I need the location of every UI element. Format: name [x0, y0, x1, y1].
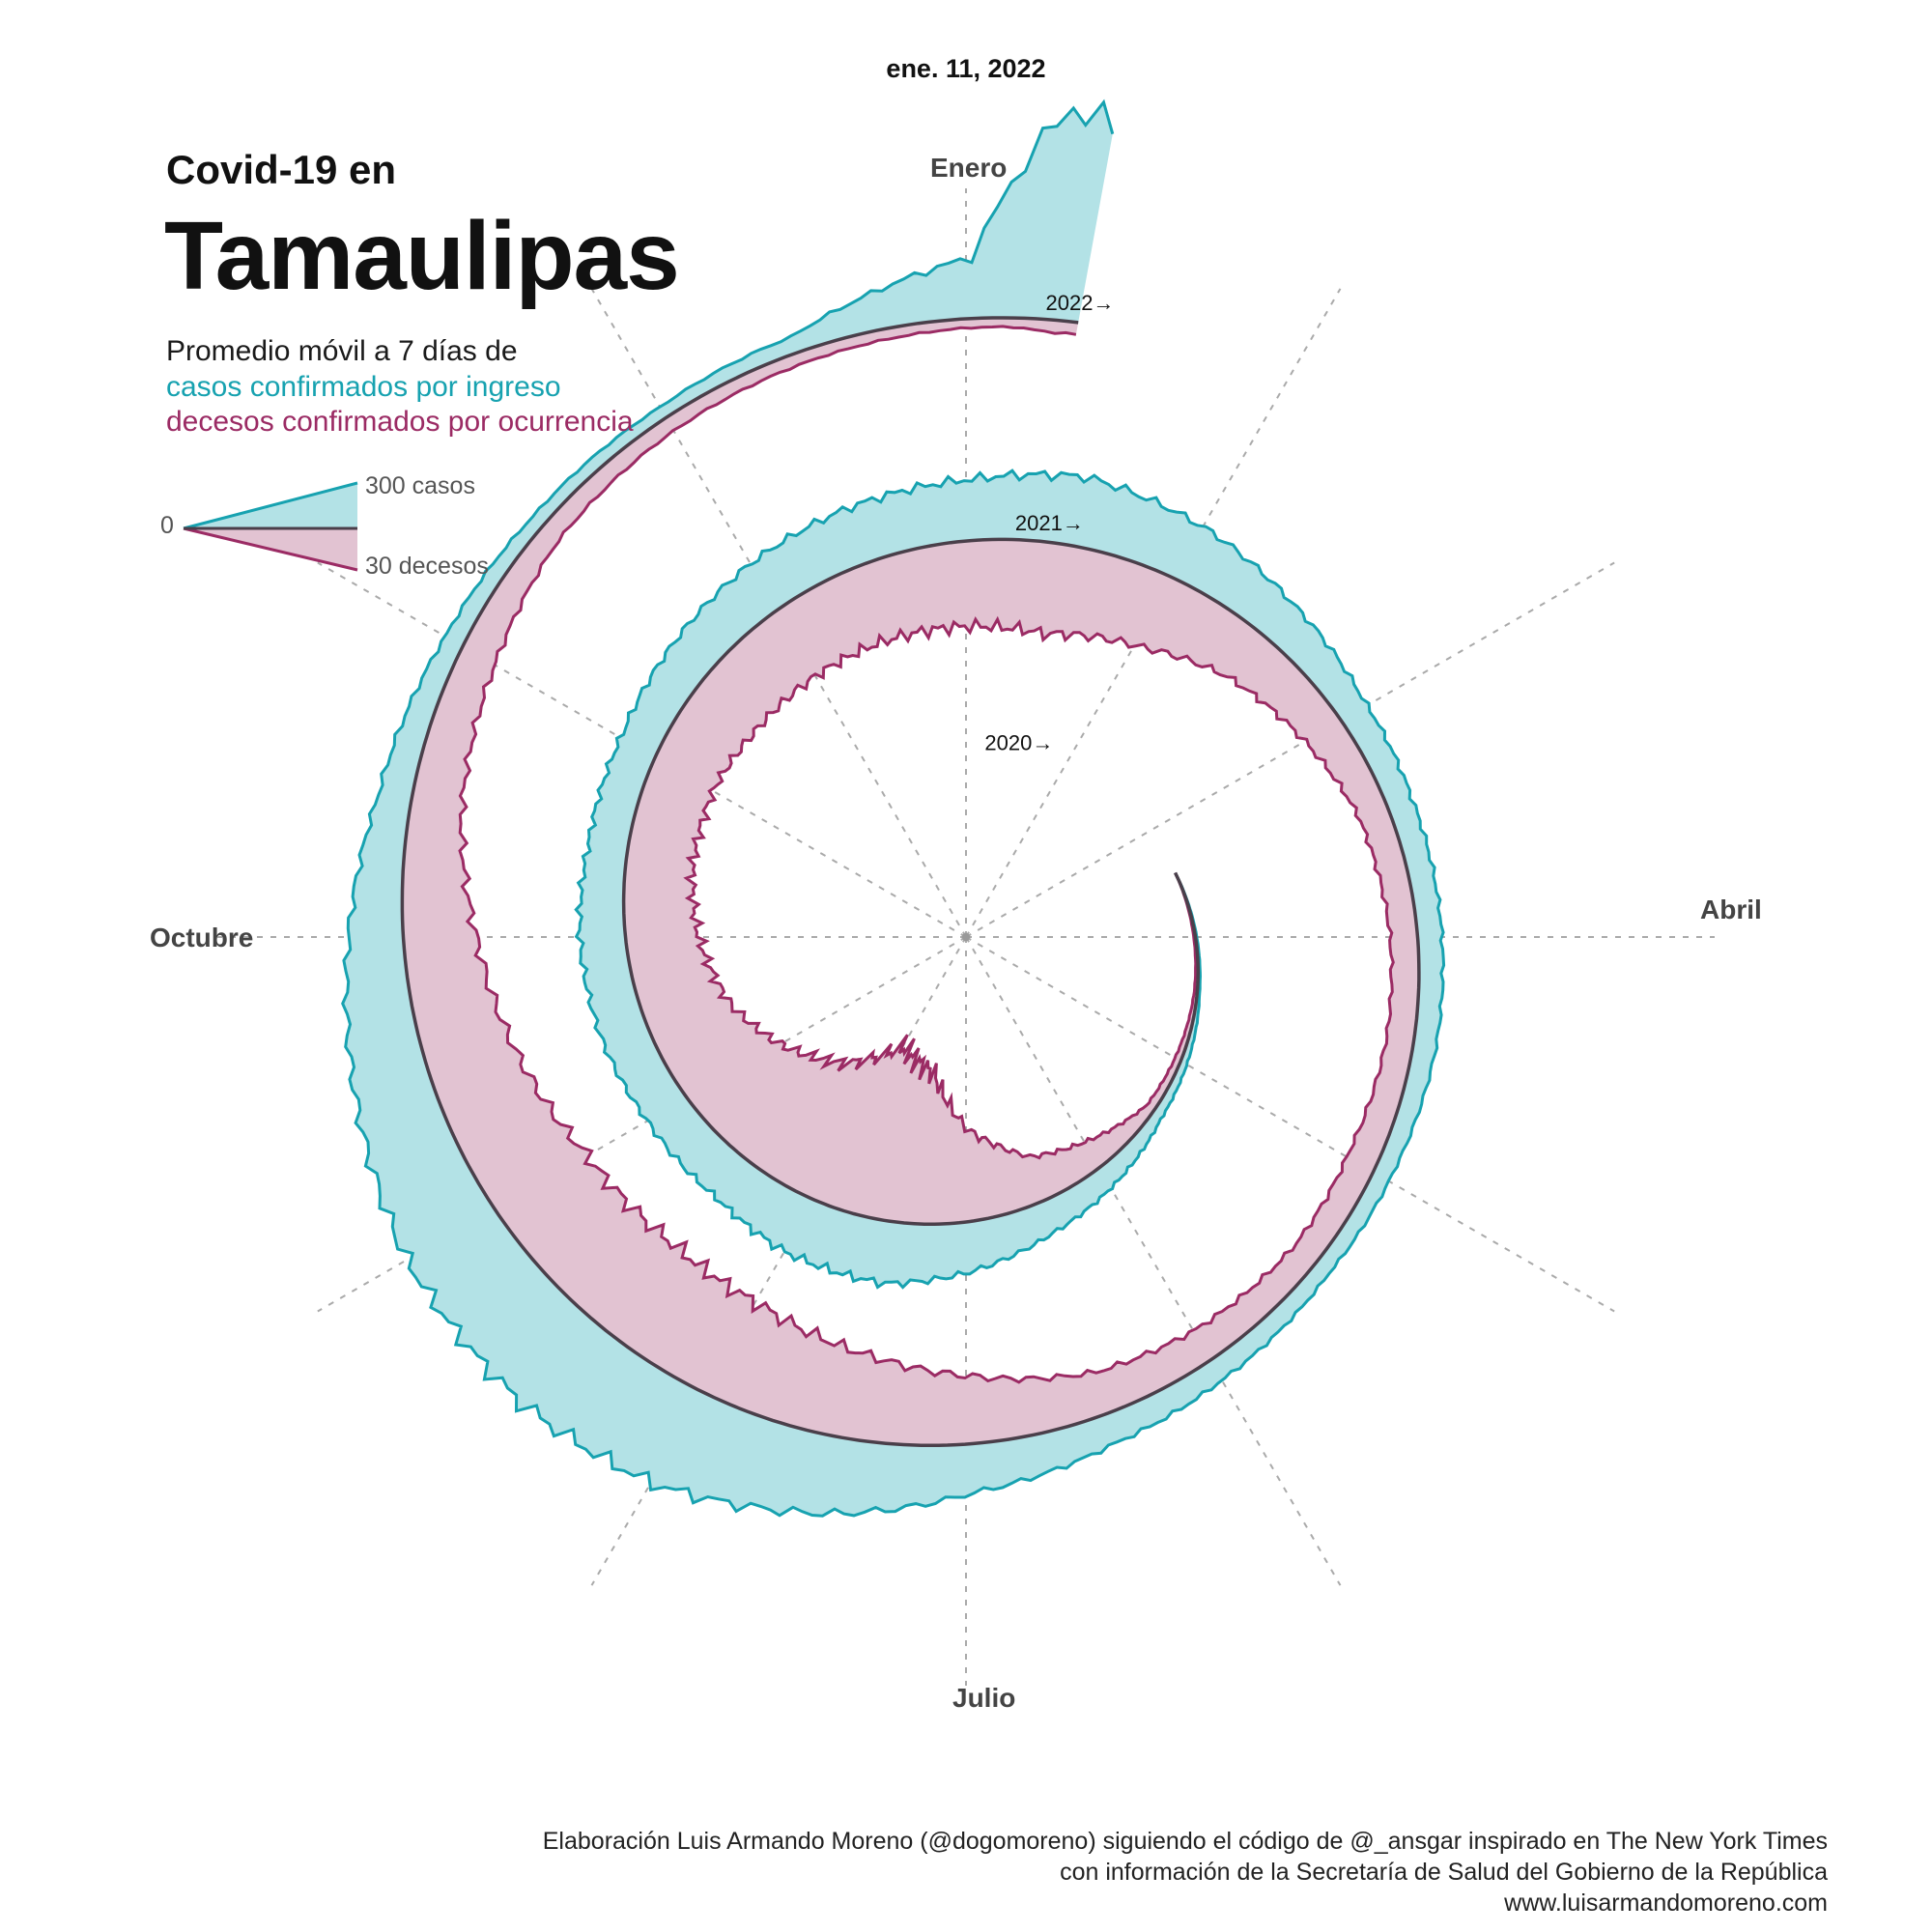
- footer-line-2: con información de la Secretaría de Salu…: [1060, 1859, 1828, 1886]
- deaths-line: [458, 325, 1395, 1384]
- legend-zero-label: 0: [160, 512, 174, 539]
- cases-line: [341, 99, 1446, 1518]
- center-point: [962, 933, 970, 941]
- page-title: Tamaulipas: [164, 202, 680, 310]
- grid-spoke: [965, 288, 1342, 938]
- title-small: Covid-19 en: [166, 147, 397, 192]
- footer-line-1: Elaboración Luis Armando Moreno (@dogomo…: [542, 1828, 1828, 1855]
- grid-spoke: [965, 936, 1342, 1586]
- legend-cases-label: 300 casos: [365, 472, 475, 499]
- legend-deaths-label: 30 decesos: [365, 553, 489, 580]
- chart-legend: [183, 481, 358, 572]
- deaths-series-label: decesos confirmados por ocurrencia: [166, 406, 634, 438]
- grid-spoke: [317, 561, 967, 938]
- legend-deaths-line: [183, 526, 358, 572]
- cases-area: [342, 101, 1444, 1517]
- footer-credits: Elaboración Luis Armando Moreno (@dogomo…: [543, 1826, 1828, 1918]
- year-label: 2020→: [984, 731, 1053, 755]
- grid-spoke: [590, 288, 967, 938]
- chart-series: 2020→ 2021→ 2022→: [341, 99, 1446, 1518]
- month-label-octubre: Octubre: [150, 923, 254, 952]
- month-label-julio: Julio: [952, 1683, 1016, 1713]
- year-label: 2022→: [1045, 291, 1114, 315]
- year-label: 2021→: [1015, 511, 1084, 535]
- grid-spoke: [965, 561, 1615, 938]
- date-label: ene. 11, 2022: [886, 54, 1046, 83]
- deaths-area: [402, 318, 1419, 1446]
- month-label-enero: Enero: [930, 153, 1008, 183]
- footer-line-3: www.luisarmandomoreno.com: [1504, 1889, 1828, 1917]
- cases-series-label: casos confirmados por ingreso: [166, 371, 561, 403]
- baseline-spiral: [400, 316, 1421, 1448]
- grid-spoke: [965, 936, 1615, 1313]
- subtitle: Promedio móvil a 7 días de: [166, 335, 518, 367]
- legend-cases-line: [183, 481, 358, 530]
- month-label-abril: Abril: [1700, 895, 1762, 924]
